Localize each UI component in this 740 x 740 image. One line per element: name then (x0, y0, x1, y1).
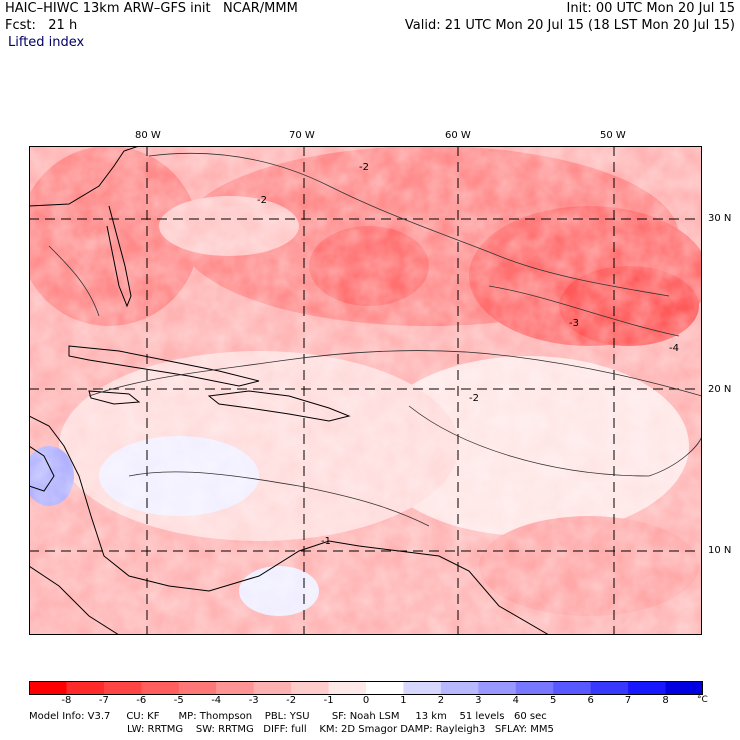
colorbar-bin (590, 681, 629, 695)
colorbar-tick-label: 7 (624, 695, 632, 706)
colorbar-bin (141, 681, 180, 695)
colorbar-bin (253, 681, 292, 695)
colorbar-bin (665, 681, 703, 695)
model-info-line2: LW: RRTMG SW: RRTMG DIFF: full KM: 2D Sm… (127, 724, 554, 735)
colorbar-bin (29, 681, 67, 695)
colorbar-unit: °C (697, 695, 708, 705)
colorbar-bin (103, 681, 142, 695)
map-canvas: -2 -2 -2 -1 -4 -3 (29, 146, 702, 635)
colorbar-tick-label: 0 (362, 695, 370, 706)
lon-label-60w: 60 W (445, 130, 471, 141)
colorbar-bin (440, 681, 479, 695)
contour-labels: -2 -2 -2 -1 -4 -3 (257, 162, 679, 547)
colorbar-tick-label: 8 (662, 695, 669, 706)
contour-label: -1 (321, 536, 331, 547)
colorbar-bin (66, 681, 105, 695)
colorbar-bin (478, 681, 517, 695)
contour-label: -2 (257, 195, 267, 206)
map-frame (29, 146, 702, 635)
colorbar-tick-label: -8 (61, 695, 72, 706)
colorbar-bin (403, 681, 442, 695)
model-title: HAIC–HIWC 13km ARW–GFS init NCAR/MMM (5, 1, 298, 16)
colorbar-bin (178, 681, 217, 695)
colorbar-tick-label: -7 (98, 695, 109, 706)
contour-label: -2 (469, 393, 479, 404)
colorbar-bin (553, 681, 592, 695)
lat-label-30n: 30 N (708, 213, 732, 224)
colorbar-tick-label: 3 (475, 695, 482, 706)
contours (48, 153, 702, 527)
colorbar-bin (216, 681, 255, 695)
lon-label-50w: 50 W (600, 130, 626, 141)
colorbar-tick-label: -3 (248, 695, 259, 706)
colorbar (29, 681, 703, 695)
colorbar-tick-label: -5 (173, 695, 184, 706)
colorbar-tick-label: 4 (512, 695, 519, 706)
colorbar-tick-label: 1 (400, 695, 407, 706)
colorbar-tick-label: 6 (587, 695, 594, 706)
lat-label-20n: 20 N (708, 384, 732, 395)
field-name: Lifted index (8, 35, 85, 50)
colorbar-bin (515, 681, 554, 695)
colorbar-bin (291, 681, 330, 695)
lat-label-10n: 10 N (708, 545, 732, 556)
colorbar-tick-label: -1 (323, 695, 334, 706)
colorbar-frame (29, 681, 703, 695)
contour-label: -2 (359, 162, 369, 173)
colorbar-bin (328, 681, 367, 695)
lon-label-70w: 70 W (289, 130, 315, 141)
forecast-hour: Fcst: 21 h (5, 18, 78, 33)
graticule (29, 146, 702, 635)
coastlines (29, 146, 550, 635)
colorbar-tick-label: -4 (211, 695, 222, 706)
colorbar-tick-label: -2 (286, 695, 297, 706)
colorbar-tick-label: 2 (437, 695, 445, 706)
colorbar-tick-label: -6 (136, 695, 147, 706)
lon-label-80w: 80 W (135, 130, 161, 141)
model-info-line1: Model Info: V3.7 CU: KF MP: Thompson PBL… (29, 711, 547, 722)
colorbar-bin (628, 681, 667, 695)
contour-label: -3 (569, 318, 579, 329)
field-texture (29, 146, 702, 635)
valid-time: Valid: 21 UTC Mon 20 Jul 15 (18 LST Mon … (404, 18, 735, 33)
colorbar-tick-label: 5 (550, 695, 557, 706)
colorbar-bin (366, 681, 404, 695)
lifted-index-map: -2 -2 -2 -1 -4 -3 (29, 146, 702, 635)
contour-label: -4 (669, 343, 679, 354)
init-time: Init: 00 UTC Mon 20 Jul 15 (566, 1, 735, 16)
